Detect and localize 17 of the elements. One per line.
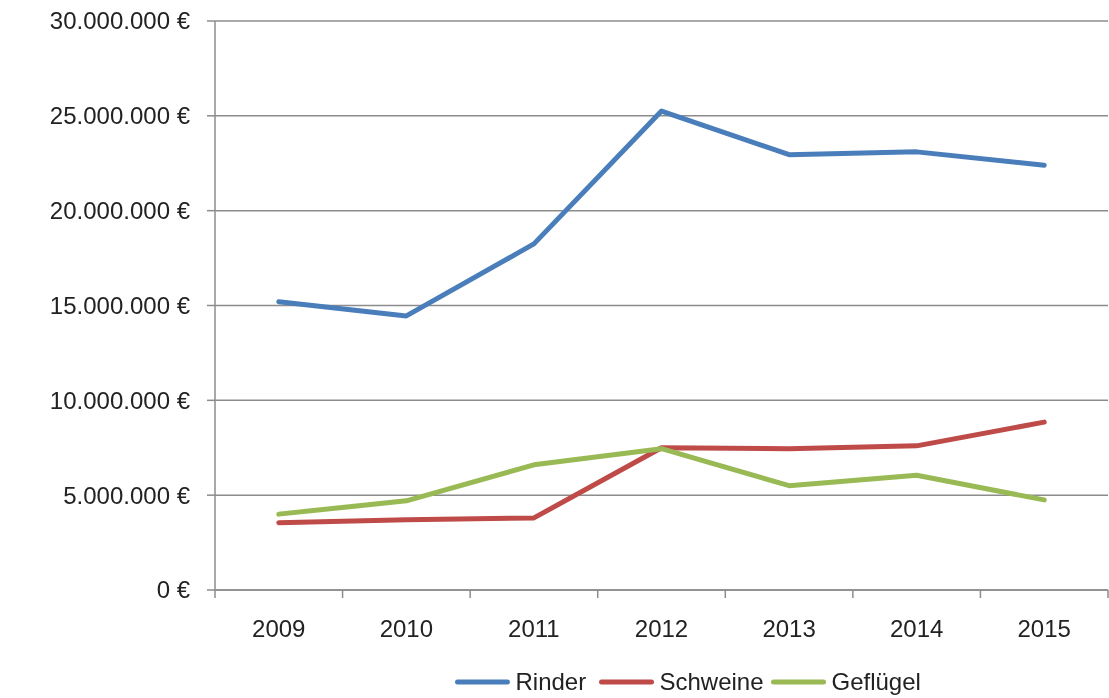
legend-label: Schweine xyxy=(659,668,764,696)
legend-label: Geflügel xyxy=(831,668,921,696)
x-tick-label: 2011 xyxy=(508,615,560,642)
x-tick-label: 2014 xyxy=(889,615,944,642)
y-tick-label: 20.000.000 € xyxy=(49,197,191,225)
y-tick-label: 15.000.000 € xyxy=(49,291,191,319)
x-tick-label: 2010 xyxy=(379,615,434,642)
legend-label: Rinder xyxy=(515,668,587,696)
x-tick-label: 2009 xyxy=(252,615,306,642)
y-tick-label: 0 € xyxy=(156,576,191,604)
x-tick-label: 2013 xyxy=(762,615,816,642)
x-tick-label: 2015 xyxy=(1017,615,1071,642)
y-tick-label: 5.000.000 € xyxy=(63,481,191,509)
y-tick-label: 30.000.000 € xyxy=(49,7,191,35)
x-tick-label: 2012 xyxy=(634,615,689,642)
y-tick-label: 10.000.000 € xyxy=(49,386,191,414)
y-tick-label: 25.000.000 € xyxy=(49,102,191,130)
